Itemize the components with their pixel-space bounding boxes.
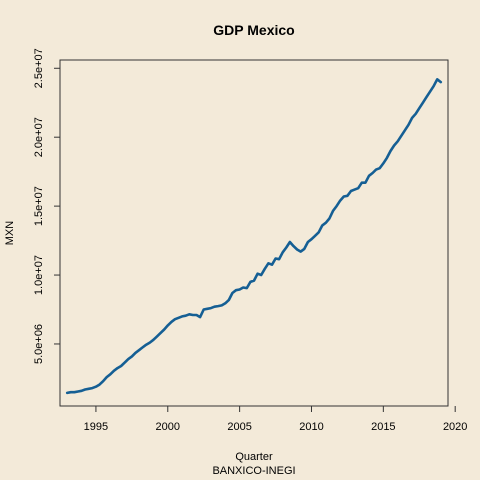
- x-tick-label: 2010: [299, 421, 323, 433]
- x-tick-label: 2005: [227, 421, 251, 433]
- y-axis: 5.0e+06 1.0e+07 1.5e+07 2.0e+07 2.5e+07: [33, 48, 60, 364]
- chart-caption: BANXICO-INEGI: [212, 465, 295, 477]
- x-tick-label: 1995: [84, 421, 108, 433]
- x-tick-label: 2015: [371, 421, 395, 433]
- y-axis-label: MXN: [4, 221, 16, 246]
- x-tick-label: 2020: [443, 421, 467, 433]
- x-tick-label: 2000: [156, 421, 180, 433]
- y-tick-label: 2.5e+07: [33, 48, 45, 88]
- plot-frame: [59, 59, 449, 407]
- chart-title: GDP Mexico: [213, 22, 294, 38]
- y-tick-label: 1.0e+07: [33, 255, 45, 295]
- x-axis-label: Quarter: [235, 451, 273, 463]
- y-tick-label: 1.5e+07: [33, 186, 45, 226]
- y-tick-label: 5.0e+06: [33, 324, 45, 364]
- y-tick-label: 2.0e+07: [33, 117, 45, 157]
- x-axis: 1995 2000 2005 2010 2015 2020: [84, 406, 467, 433]
- gdp-series-line: [65, 78, 443, 395]
